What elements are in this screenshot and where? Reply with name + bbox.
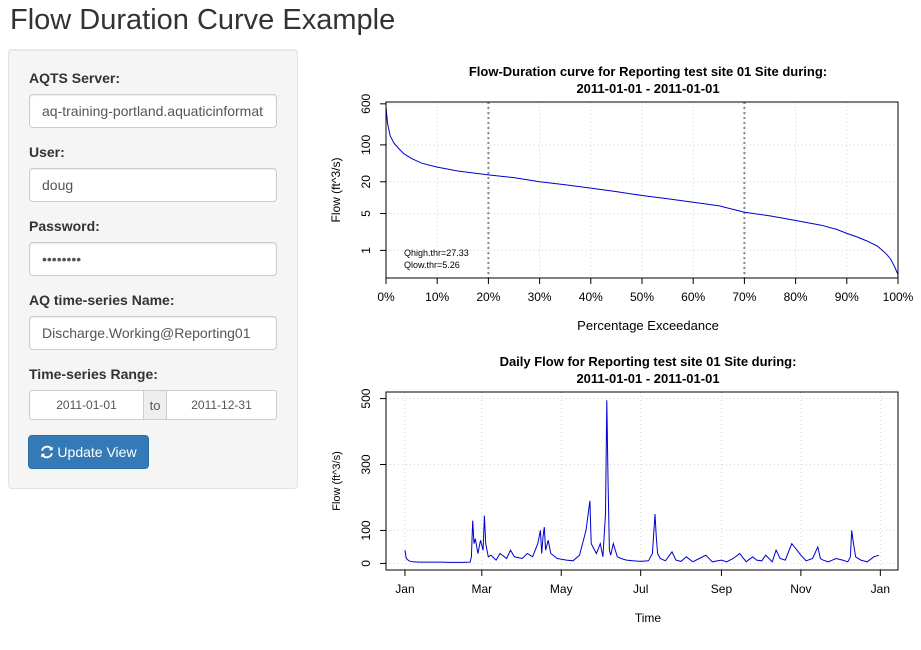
- y-axis-label: Flow (ft^3/s): [331, 451, 343, 511]
- chart-subtitle: 2011-01-01 - 2011-01-01: [576, 81, 719, 96]
- y-tick-label: 500: [359, 388, 373, 408]
- x-tick-label: Mar: [471, 582, 492, 596]
- daily-flow-line: [404, 400, 880, 563]
- x-tick-label: 90%: [835, 290, 859, 304]
- range-label: Time-series Range:: [29, 366, 158, 382]
- refresh-icon: [41, 445, 54, 459]
- annotation-qhigh: Qhigh.thr=27.33: [404, 248, 469, 258]
- y-tick-label: 0: [359, 560, 373, 567]
- update-view-label: Update View: [57, 444, 137, 460]
- user-label: User:: [29, 144, 65, 160]
- range-separator: to: [144, 390, 166, 420]
- x-tick-label: 60%: [681, 290, 705, 304]
- x-tick-label: Jan: [395, 582, 414, 596]
- x-tick-label: 30%: [528, 290, 552, 304]
- y-axis-label: Flow (ft^3/s): [329, 158, 343, 223]
- range-start-input[interactable]: [29, 390, 144, 420]
- x-tick-label: 10%: [425, 290, 449, 304]
- y-tick-label: 100: [359, 520, 373, 540]
- x-tick-label: Jan: [871, 582, 890, 596]
- x-tick-label: 50%: [630, 290, 654, 304]
- x-axis-label: Time: [635, 611, 662, 625]
- y-tick-label: 5: [359, 210, 373, 217]
- series-name-input[interactable]: [29, 316, 277, 350]
- user-input[interactable]: [29, 168, 277, 202]
- x-axis-label: Percentage Exceedance: [577, 318, 719, 333]
- chart-title: Daily Flow for Reporting test site 01 Si…: [500, 354, 797, 369]
- y-tick-label: 1: [359, 247, 373, 254]
- range-end-input[interactable]: [166, 390, 277, 420]
- server-label: AQTS Server:: [29, 70, 121, 86]
- settings-panel: AQTS Server: User: Password: AQ time-ser…: [8, 49, 298, 489]
- chart-subtitle: 2011-01-01 - 2011-01-01: [576, 371, 719, 386]
- daily-flow-chart: Daily Flow for Reporting test site 01 Si…: [331, 354, 899, 625]
- x-tick-label: Jul: [633, 582, 648, 596]
- date-range-group: to: [29, 390, 277, 420]
- y-tick-label: 300: [359, 454, 373, 474]
- plot-border: [385, 101, 899, 279]
- page-title: Flow Duration Curve Example: [10, 4, 396, 36]
- x-tick-label: May: [550, 582, 573, 596]
- plot-border: [385, 391, 899, 571]
- x-tick-label: Nov: [790, 582, 811, 596]
- x-tick-label: 100%: [883, 290, 914, 304]
- series-name-label: AQ time-series Name:: [29, 292, 175, 308]
- x-tick-label: 80%: [784, 290, 808, 304]
- password-label: Password:: [29, 218, 100, 234]
- y-tick-label: 600: [359, 94, 373, 114]
- server-input[interactable]: [29, 94, 277, 128]
- x-tick-label: Sep: [711, 582, 733, 596]
- x-tick-label: 20%: [476, 290, 500, 304]
- plots-area: Flow-Duration curve for Reporting test s…: [318, 55, 918, 640]
- update-view-button[interactable]: Update View: [28, 435, 149, 469]
- chart-title: Flow-Duration curve for Reporting test s…: [469, 64, 827, 79]
- y-tick-label: 20: [359, 175, 373, 189]
- annotation-qlow: Qlow.thr=5.26: [404, 260, 460, 270]
- y-tick-label: 100: [359, 135, 373, 155]
- flow-duration-line: [385, 107, 899, 275]
- password-input[interactable]: [29, 242, 277, 276]
- x-tick-label: 40%: [579, 290, 603, 304]
- x-tick-label: 0%: [377, 290, 395, 304]
- flow-duration-chart: Flow-Duration curve for Reporting test s…: [329, 64, 914, 333]
- x-tick-label: 70%: [732, 290, 756, 304]
